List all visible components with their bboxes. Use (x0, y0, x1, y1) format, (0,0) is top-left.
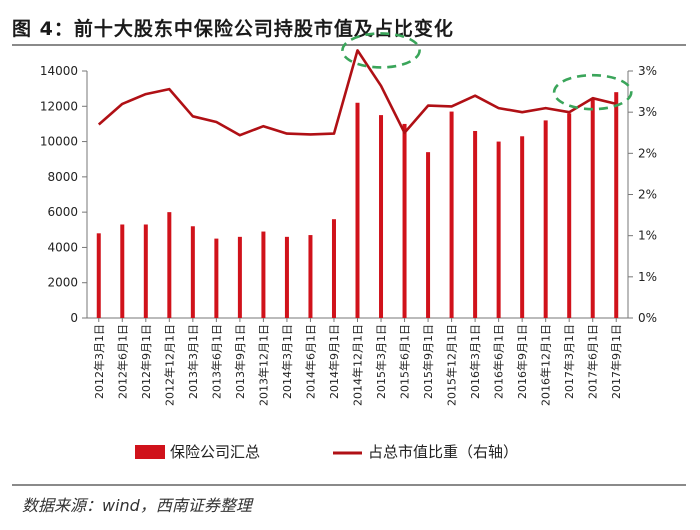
x-tick-label: 2016年6月1日 (492, 324, 506, 399)
y-right-tick-label: 0% (638, 311, 657, 325)
y-left-tick-label: 0 (70, 311, 78, 325)
bar (567, 113, 572, 318)
bar (120, 224, 125, 318)
x-tick-label: 2016年3月1日 (468, 324, 482, 399)
y-right-tick-label: 3% (638, 105, 657, 119)
x-tick-label: 2017年9月1日 (609, 324, 623, 399)
x-tick-label: 2013年9月1日 (233, 324, 247, 399)
x-tick-label: 2015年6月1日 (398, 324, 412, 399)
bar (426, 152, 431, 318)
y-left-tick-label: 12000 (40, 99, 78, 113)
bar (190, 226, 195, 318)
bar (308, 235, 313, 318)
y-left-tick-label: 14000 (40, 64, 78, 78)
source-note: 数据来源：wind，西南证券整理 (22, 496, 252, 515)
y-left-tick-label: 4000 (47, 240, 78, 254)
x-tick-label: 2013年6月1日 (209, 324, 223, 399)
highlight-group (341, 32, 633, 111)
bar (96, 233, 101, 318)
y-left-tick-label: 10000 (40, 135, 78, 149)
x-tick-label: 2012年3月1日 (92, 324, 106, 399)
legend-swatch-bar (135, 445, 165, 459)
source-rule (12, 484, 686, 486)
bar (355, 102, 360, 318)
y-right-tick-label: 1% (638, 270, 657, 284)
bar (449, 111, 454, 318)
bar (237, 236, 242, 318)
x-tick-label: 2014年9月1日 (327, 324, 341, 399)
bar (473, 130, 478, 318)
bar (284, 236, 289, 318)
x-tick-label: 2012年9月1日 (139, 324, 153, 399)
bar (614, 92, 619, 319)
x-tick-label: 2015年12月1日 (445, 324, 459, 406)
x-tick-label: 2016年9月1日 (515, 324, 529, 399)
x-tick-label: 2017年6月1日 (586, 324, 600, 399)
legend-label-line: 占总市值比重（右轴） (368, 443, 518, 461)
y-left-tick-label: 8000 (47, 170, 78, 184)
figure-title: 图 4：前十大股东中保险公司持股市值及占比变化 (12, 18, 454, 40)
bar (167, 212, 172, 318)
x-tick-label: 2016年12月1日 (539, 324, 553, 406)
bar (331, 219, 336, 318)
x-tick-label: 2017年3月1日 (562, 324, 576, 399)
x-tick-label: 2013年12月1日 (256, 324, 270, 406)
title-rule (12, 44, 686, 46)
y-right-tick-label: 3% (638, 64, 657, 78)
x-tick-label: 2014年3月1日 (280, 324, 294, 399)
x-tick-label: 2014年12月1日 (351, 324, 365, 406)
y-right-tick-label: 1% (638, 229, 657, 243)
bars-group (96, 92, 619, 319)
bar (402, 123, 407, 318)
x-tick-label: 2013年3月1日 (186, 324, 200, 399)
bar (496, 141, 501, 318)
x-tick-label: 2015年3月1日 (374, 324, 388, 399)
y-right-tick-label: 2% (638, 146, 657, 160)
bar (261, 231, 266, 318)
x-tick-label: 2012年6月1日 (115, 324, 129, 399)
legend: 保险公司汇总 占总市值比重（右轴） (135, 443, 518, 461)
bar (590, 99, 595, 318)
bar (520, 136, 525, 318)
y-left-tick-label: 6000 (47, 205, 78, 219)
highlight-ellipse (341, 32, 421, 69)
axes-group: 0 2000 4000 6000 8000 10000 12000 14000 0% 1% 1% 2%… (40, 64, 657, 325)
x-tick-label: 2014年6月1日 (303, 324, 317, 399)
bar (543, 120, 548, 319)
x-tick-label: 2012年12月1日 (162, 324, 176, 406)
x-ticks-group: 2012年3月1日 2012年6月1日 2012年9月1日 2012年12月1日 201… (92, 318, 623, 406)
highlight-ellipse (552, 73, 633, 111)
y-right-tick-label: 2% (638, 188, 657, 202)
y-left-tick-label: 2000 (47, 276, 78, 290)
bar (379, 115, 384, 318)
line-group (97, 49, 617, 137)
bar (214, 238, 219, 318)
bar (143, 224, 148, 318)
legend-label-bar: 保险公司汇总 (170, 443, 260, 461)
x-tick-label: 2015年9月1日 (421, 324, 435, 399)
